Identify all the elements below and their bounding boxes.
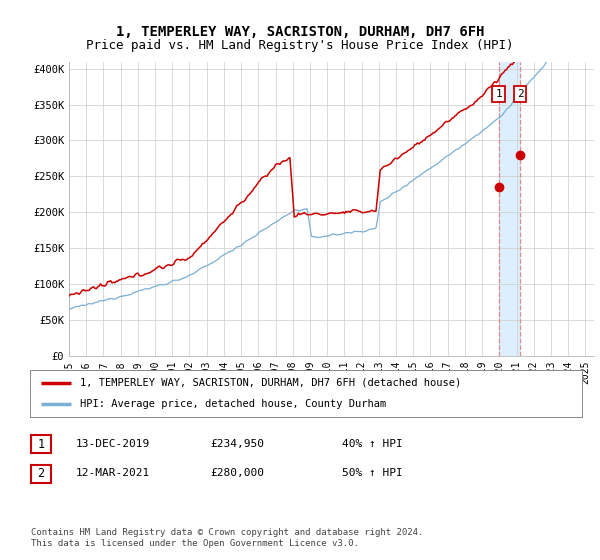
Text: HPI: Average price, detached house, County Durham: HPI: Average price, detached house, Coun…	[80, 399, 386, 409]
Text: 12-MAR-2021: 12-MAR-2021	[76, 468, 150, 478]
Text: £280,000: £280,000	[210, 468, 264, 478]
Text: 1: 1	[495, 89, 502, 99]
Text: Price paid vs. HM Land Registry's House Price Index (HPI): Price paid vs. HM Land Registry's House …	[86, 39, 514, 53]
Text: 13-DEC-2019: 13-DEC-2019	[76, 438, 150, 449]
Text: 1: 1	[38, 437, 44, 451]
Text: 50% ↑ HPI: 50% ↑ HPI	[342, 468, 403, 478]
Text: 1, TEMPERLEY WAY, SACRISTON, DURHAM, DH7 6FH (detached house): 1, TEMPERLEY WAY, SACRISTON, DURHAM, DH7…	[80, 378, 461, 388]
Text: 2: 2	[38, 467, 44, 480]
Text: 40% ↑ HPI: 40% ↑ HPI	[342, 438, 403, 449]
Text: £234,950: £234,950	[210, 438, 264, 449]
Text: 1, TEMPERLEY WAY, SACRISTON, DURHAM, DH7 6FH: 1, TEMPERLEY WAY, SACRISTON, DURHAM, DH7…	[116, 26, 484, 39]
Bar	[499, 62, 520, 356]
Text: Contains HM Land Registry data © Crown copyright and database right 2024.
This d: Contains HM Land Registry data © Crown c…	[31, 528, 424, 548]
Text: 2: 2	[517, 89, 524, 99]
